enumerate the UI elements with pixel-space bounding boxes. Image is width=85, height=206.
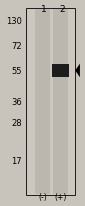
Bar <box>26 9 75 195</box>
Text: 72: 72 <box>11 42 22 51</box>
Text: 2: 2 <box>59 5 65 14</box>
Text: 130: 130 <box>6 17 22 26</box>
Text: (-): (-) <box>38 192 47 201</box>
Text: 36: 36 <box>11 97 22 107</box>
Text: 28: 28 <box>11 118 22 127</box>
Polygon shape <box>75 64 80 78</box>
Text: 1: 1 <box>41 5 47 14</box>
Text: 55: 55 <box>12 67 22 76</box>
Text: 17: 17 <box>11 156 22 165</box>
Bar <box>53 10 68 194</box>
Bar <box>35 10 50 194</box>
Text: (+): (+) <box>55 192 67 201</box>
Bar <box>52 64 69 78</box>
